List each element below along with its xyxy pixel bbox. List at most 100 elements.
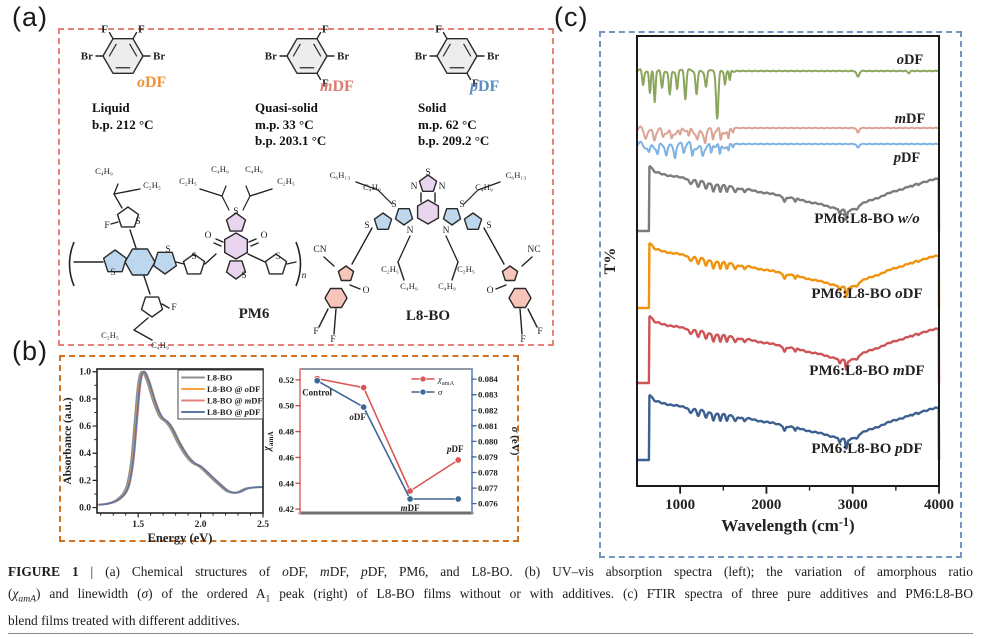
br-atom-label: Br (81, 51, 93, 63)
f-atom-label: F (138, 24, 145, 36)
l8bo-annotation: N (439, 182, 446, 192)
figure-caption: FIGURE 1 | (a) Chemical structures of oD… (8, 561, 973, 631)
uvvis-ytick: 0.6 (79, 422, 91, 432)
uvvis-ylabel: Absorbance (a.u.) (62, 397, 74, 484)
pdf-label: pDF (470, 78, 500, 95)
data-point-chi (360, 384, 368, 392)
ftir-label-blend-odf: PM6:L8-BO oDF (811, 286, 922, 302)
ftir-xtick: 3000 (838, 497, 868, 513)
l8bo-annotation: N (443, 226, 450, 236)
right-ytick: 0.078 (478, 468, 498, 478)
br-atom-label: Br (337, 51, 349, 63)
uvvis-curve-3 (98, 370, 263, 506)
br-atom-label: Br (487, 51, 499, 63)
pm6-annotation: n (302, 271, 307, 281)
right-ytick: 0.081 (478, 421, 498, 431)
uvvis-xtick: 1.5 (132, 520, 144, 530)
uvvis-legend-0: L8-BO (207, 373, 233, 383)
ftir-label-blend-wo: PM6:L8-BO w/o (814, 211, 919, 227)
pm6-annotation: F (104, 221, 109, 231)
right-axis-label: σ (eV) (509, 427, 521, 456)
right-ytick: 0.079 (478, 452, 498, 462)
mdf-molecule-drawing: F F Br Br (265, 24, 350, 90)
data-point-sigma (313, 377, 321, 385)
ftir-xlabel: Wavelength (cm-1) (721, 515, 854, 535)
l8bo-annotation: C₆H₁₃ (330, 170, 351, 180)
mdf-properties: Quasi-solid m.p. 33 °C b.p. 203.1 °C (255, 100, 327, 148)
l8bo-annotation: S (364, 221, 369, 231)
br-atom-label: Br (153, 51, 165, 63)
l8bo-annotation: C₄H₉ (475, 182, 493, 192)
mdf-label: mDF (320, 78, 354, 95)
panel-a-tag: (a) (12, 2, 48, 32)
pm6-annotation: S (191, 252, 196, 262)
pm6-annotation: S (135, 217, 140, 227)
ftir-label-blend-mdf: PM6:L8-BO mDF (809, 363, 924, 379)
l8bo-annotation: NC (527, 245, 540, 255)
series-line-chi (316, 377, 459, 492)
left-ytick: 0.44 (279, 478, 295, 488)
series-line-sigma (316, 379, 459, 500)
odf-properties: Liquid b.p. 212 °C (92, 100, 154, 132)
f-atom-label: F (101, 24, 108, 36)
pm6-annotation: C₂H₅ (277, 176, 295, 186)
pm6-name-label: PM6 (239, 306, 270, 322)
l8bo-annotation: C₆H₁₃ (506, 170, 527, 180)
pm6-annotation: C₄H₉ (151, 340, 169, 350)
l8bo-annotation: C₂H₅ (381, 264, 399, 274)
left-ytick: 0.48 (279, 427, 295, 437)
l8bo-annotation: O (363, 286, 370, 296)
pm6-annotation: S (165, 245, 170, 255)
uvvis-ytick: 1.0 (79, 368, 91, 378)
ftir-trace-blend-odf (635, 242, 941, 310)
ftir-trace-blend-pdf (635, 394, 941, 462)
ftir-trace-odf (636, 68, 940, 120)
pdf-properties: Solid m.p. 62 °C b.p. 209.2 °C (418, 100, 490, 148)
amorphous-ratio-linewidth-chart: 0.42 0.44 0.46 0.48 0.50 0.52 0.076 0.077 0.078 0… (262, 368, 521, 515)
l8bo-name-label: L8-BO (406, 308, 450, 324)
ftir-trace-mdf (636, 125, 940, 145)
uvvis-xlabel: Energy (eV) (148, 531, 213, 545)
ftir-trace-blend-mdf (635, 315, 941, 385)
l8bo-annotation: N (411, 182, 418, 192)
ftir-label-mdf: mDF (895, 111, 926, 127)
point-label-Control: Control (302, 388, 332, 398)
uvvis-ytick: 0.2 (79, 476, 91, 486)
l8bo-annotation: C₄H₉ (438, 281, 456, 291)
uvvis-ytick: 0.8 (79, 395, 91, 405)
ftir-xtick: 1000 (665, 497, 695, 513)
l8bo-annotation: S (391, 200, 396, 210)
uvvis-legend-1: L8-BO @ oDF (207, 384, 260, 394)
l8bo-annotation: F (313, 327, 318, 337)
data-point-chi (454, 456, 462, 464)
pm6-annotation: S (241, 271, 246, 281)
scatter-legend-sigma: σ (438, 387, 443, 397)
right-ytick: 0.076 (478, 499, 498, 509)
ftir-label-blend-pdf: PM6:L8-BO pDF (811, 441, 922, 457)
ftir-trace-pdf (636, 140, 940, 160)
f-atom-label: F (322, 24, 329, 36)
l8bo-annotation: S (425, 168, 430, 178)
ftir-spectra-chart: oDF mDF pDF PM6:L8-BO w/o PM6:L8-BO oDF PM6:L… (602, 35, 954, 535)
left-ytick: 0.42 (279, 504, 295, 514)
ftir-label-pdf: pDF (892, 150, 921, 166)
caption-line-3: blend films treated with different addit… (8, 612, 240, 628)
uvvis-legend-2: L8-BO @ mDF (207, 396, 263, 406)
l8bo-annotation: N (407, 226, 414, 236)
uvvis-legend-3: L8-BO @ pDF (207, 407, 260, 417)
br-atom-label: Br (415, 51, 427, 63)
l8bo-annotation: C₄H₉ (363, 182, 381, 192)
ftir-xtick: 4000 (924, 497, 954, 513)
pm6-annotation: C₄H₉ (245, 164, 263, 174)
data-point-sigma (360, 403, 368, 411)
point-label-oDF: oDF (349, 412, 366, 422)
right-ytick: 0.080 (478, 436, 498, 446)
l8bo-annotation: CN (313, 245, 326, 255)
pm6-annotation: F (171, 303, 176, 313)
odf-molecule-drawing: F F Br Br (81, 24, 165, 74)
odf-label: oDF (137, 74, 167, 91)
pm6-annotation: C₄H₉ (95, 166, 113, 176)
uvvis-absorption-chart: 0.0 0.2 0.4 0.6 0.8 1.0 1.5 2.0 2.5 Energy (eV) Ab… (62, 368, 269, 545)
